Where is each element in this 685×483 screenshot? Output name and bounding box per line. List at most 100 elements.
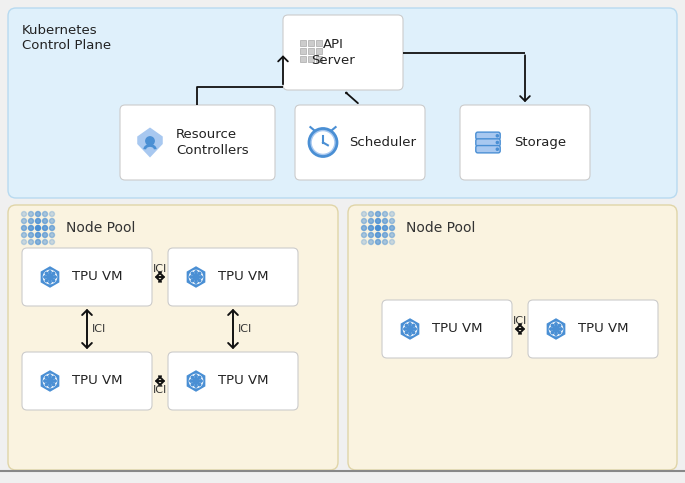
Circle shape [54,380,56,382]
Circle shape [369,212,373,216]
Circle shape [52,384,55,386]
FancyBboxPatch shape [8,8,677,198]
FancyBboxPatch shape [300,40,306,45]
Circle shape [199,384,201,386]
Text: TPU VM: TPU VM [432,323,482,336]
Text: ICI: ICI [513,316,527,326]
Circle shape [195,375,197,377]
FancyBboxPatch shape [300,56,306,61]
Text: Kubernetes
Control Plane: Kubernetes Control Plane [22,24,111,52]
FancyBboxPatch shape [382,300,512,358]
FancyBboxPatch shape [8,205,338,470]
Circle shape [42,212,47,216]
Circle shape [362,232,366,238]
Circle shape [199,376,201,379]
Circle shape [199,279,201,282]
Text: TPU VM: TPU VM [72,374,123,387]
Circle shape [412,331,414,334]
Circle shape [36,226,40,230]
Circle shape [52,376,55,379]
Circle shape [191,272,194,275]
Text: Node Pool: Node Pool [66,221,136,235]
Circle shape [553,326,560,332]
Circle shape [192,274,199,280]
Circle shape [42,240,47,244]
Circle shape [382,212,388,216]
Circle shape [375,240,380,244]
Circle shape [390,232,395,238]
Circle shape [49,271,51,273]
Circle shape [375,218,380,224]
Circle shape [36,232,40,238]
Circle shape [191,279,194,282]
Polygon shape [186,265,206,289]
Text: Node Pool: Node Pool [406,221,475,235]
Circle shape [369,218,373,224]
Circle shape [47,378,53,384]
Circle shape [146,137,154,145]
Circle shape [549,322,562,336]
FancyBboxPatch shape [528,300,658,358]
Circle shape [21,232,27,238]
Circle shape [558,324,561,327]
Circle shape [409,323,411,325]
Circle shape [312,132,334,153]
FancyBboxPatch shape [300,47,306,54]
Circle shape [199,272,201,275]
Text: TPU VM: TPU VM [218,270,269,284]
Circle shape [496,142,499,143]
Circle shape [21,226,27,230]
Circle shape [496,148,499,150]
Circle shape [29,212,34,216]
FancyBboxPatch shape [308,47,314,54]
FancyBboxPatch shape [308,40,314,45]
Circle shape [52,279,55,282]
Polygon shape [399,317,421,341]
Circle shape [54,276,56,278]
Circle shape [36,218,40,224]
FancyBboxPatch shape [283,15,403,90]
Circle shape [36,212,40,216]
Circle shape [382,240,388,244]
Circle shape [43,374,57,387]
Circle shape [551,324,553,327]
Circle shape [43,270,57,284]
Circle shape [560,328,562,330]
Circle shape [49,281,51,283]
Circle shape [375,232,380,238]
Text: API
Server: API Server [311,39,355,67]
FancyBboxPatch shape [22,352,152,410]
Circle shape [49,226,55,230]
Circle shape [189,374,203,387]
FancyBboxPatch shape [168,248,298,306]
Polygon shape [186,369,206,393]
Text: TPU VM: TPU VM [578,323,629,336]
FancyBboxPatch shape [316,47,322,54]
Circle shape [558,331,561,334]
FancyBboxPatch shape [316,40,322,45]
Circle shape [412,324,414,327]
Circle shape [191,384,194,386]
Circle shape [551,331,553,334]
Circle shape [382,218,388,224]
Circle shape [49,212,55,216]
Circle shape [191,376,194,379]
FancyBboxPatch shape [168,352,298,410]
Circle shape [29,218,34,224]
FancyBboxPatch shape [308,56,314,61]
Text: ICI: ICI [153,385,167,395]
Circle shape [382,232,388,238]
Text: Resource
Controllers: Resource Controllers [176,128,249,156]
Circle shape [49,240,55,244]
Text: Storage: Storage [514,136,566,149]
Polygon shape [546,317,566,341]
Circle shape [407,326,413,332]
Circle shape [555,323,557,325]
Circle shape [45,376,48,379]
Circle shape [369,232,373,238]
Circle shape [362,226,366,230]
Circle shape [45,279,48,282]
Circle shape [403,322,416,336]
Circle shape [369,226,373,230]
Polygon shape [40,369,60,393]
